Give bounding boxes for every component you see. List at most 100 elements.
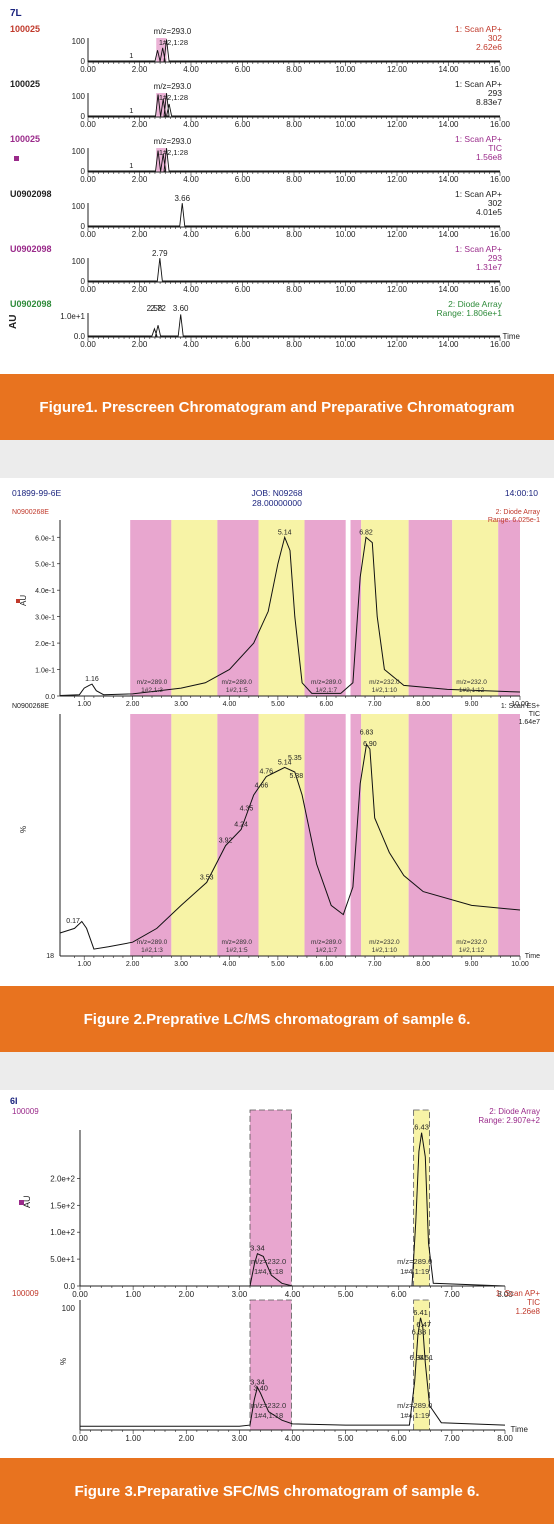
legend-marker	[16, 599, 20, 603]
y-tick-label: 0	[81, 167, 86, 176]
fraction-id: 1#2,1:12	[459, 947, 485, 954]
x-tick-label: 2.00	[126, 961, 140, 968]
fraction-band	[258, 520, 305, 696]
y-axis-label: AU	[8, 315, 19, 329]
x-tick-label: 4.00	[183, 120, 199, 129]
x-tick-label: 9.00	[465, 961, 479, 968]
x-tick-label: 14.00	[438, 120, 459, 129]
peak-label: 0.17	[66, 918, 80, 925]
x-tick-label: 7.00	[368, 701, 382, 708]
x-tick-label: 12.00	[387, 120, 408, 129]
trace-info: 4.01e5	[476, 207, 502, 217]
peak-label: 6.34	[410, 1353, 425, 1362]
x-tick-label: 8.00	[286, 230, 302, 239]
y-tick-label: 2.0e-1	[35, 641, 55, 648]
fraction-mz: m/z=232.0	[369, 939, 400, 946]
fraction-id: 1#2,1:10	[372, 687, 398, 694]
peak-label: 5.14	[278, 529, 292, 536]
x-tick-label: 4.00	[285, 1434, 301, 1443]
fraction-index: 1	[129, 161, 133, 170]
x-tick-label: 2.00	[178, 1290, 194, 1299]
x-tick-label: 4.00	[183, 340, 199, 349]
x-tick-label: 8.00	[497, 1290, 513, 1299]
sample-id: 100025	[10, 79, 40, 89]
peak-label: 3.66	[174, 194, 190, 203]
peak-label: 2.58	[147, 304, 163, 313]
y-tick-label: 1.0e-1	[35, 668, 55, 675]
trace-info: 1.56e8	[476, 152, 502, 162]
y-tick-label: 3.0e-1	[35, 615, 55, 622]
y-tick-label: 0.0	[74, 332, 86, 341]
trace-info: 1: Scan AP+	[455, 244, 502, 254]
peak-label: 4.76	[259, 769, 273, 776]
x-tick-label: 12.00	[387, 340, 408, 349]
trace-line	[88, 39, 500, 62]
fraction-mz: m/z=289.0	[137, 939, 168, 946]
fraction-annotation: 1#2,1:28	[159, 93, 188, 102]
chromatogram-line	[80, 1317, 506, 1427]
fraction-index: 1	[129, 106, 133, 115]
fraction-highlight	[156, 38, 167, 62]
fraction-mz: m/z=289.0	[221, 939, 252, 946]
sample-id: N0900268E	[12, 703, 49, 710]
x-tick-label: 14.00	[438, 175, 459, 184]
x-tick-label: 7.00	[444, 1290, 460, 1299]
fraction-band	[130, 520, 172, 696]
x-tick-label: 1.00	[77, 701, 91, 708]
x-tick-label: 2.00	[132, 230, 148, 239]
trace-info: 1: Scan AP+	[455, 189, 502, 199]
fraction-band	[130, 714, 172, 956]
peak-label: 3.34	[250, 1244, 265, 1253]
x-tick-label: 16.00	[490, 175, 511, 184]
x-tick-label: 10.00	[511, 961, 529, 968]
chromatogram-line	[80, 1132, 506, 1287]
trace-info: 302	[488, 33, 502, 43]
x-tick-label: 1.00	[77, 961, 91, 968]
x-tick-label: 14.00	[438, 285, 459, 294]
x-tick-label: 4.00	[183, 65, 199, 74]
sample-id: 100009	[12, 1289, 39, 1298]
fraction-band	[171, 714, 218, 956]
fraction-band	[350, 714, 362, 956]
fraction-highlight	[156, 148, 167, 172]
fraction-id: 1#2,1:10	[372, 947, 398, 954]
y-tick-label: 5.0e+1	[50, 1255, 75, 1264]
y-tick-label: 0.0	[45, 694, 55, 701]
fraction-band	[408, 714, 453, 956]
x-tick-label: 6.00	[235, 230, 251, 239]
fraction-mz: m/z=289.0	[221, 679, 252, 686]
fraction-id: 1#4,1:18	[254, 1411, 283, 1420]
fraction-mz: m/z=289.0	[397, 1257, 432, 1266]
trace-info: 2: Diode Array	[489, 1107, 540, 1116]
fraction-id: 1#2,1:7	[315, 947, 337, 954]
y-tick-label: 5.0e-1	[35, 562, 55, 569]
x-tick-label: 0.00	[72, 1434, 88, 1443]
x-tick-label: 16.00	[490, 340, 511, 349]
fraction-band	[217, 520, 259, 696]
x-tick-label: 5.00	[271, 961, 285, 968]
y-tick-label: 1.0e+2	[50, 1228, 75, 1237]
trace-info: 1: Scan AP+	[455, 79, 502, 89]
x-tick-label: 5.00	[271, 701, 285, 708]
x-axis-title: Time	[511, 1425, 529, 1434]
x-tick-label: 8.00	[286, 175, 302, 184]
fraction-mz: m/z=232.0	[369, 679, 400, 686]
x-tick-label: 16.00	[490, 120, 511, 129]
fraction-band	[304, 520, 346, 696]
sample-id: 100025	[10, 134, 40, 144]
x-tick-label: 16.00	[490, 65, 511, 74]
trace-info: 1: Scan ES+	[501, 703, 540, 710]
x-tick-label: 6.00	[235, 175, 251, 184]
trace-info: 302	[488, 198, 502, 208]
x-tick-label: 3.00	[232, 1434, 248, 1443]
x-tick-label: 4.00	[223, 961, 237, 968]
x-tick-label: 0.00	[80, 230, 96, 239]
fraction-band	[171, 520, 218, 696]
x-tick-label: 5.00	[338, 1434, 354, 1443]
sample-id: U0902098	[10, 244, 52, 254]
x-tick-label: 1.00	[125, 1434, 141, 1443]
x-tick-label: 6.00	[320, 701, 334, 708]
figure1-panel: 7L 100025 1: Scan AP+ 302 2.62e6 m/z=293.0 1#2…	[0, 0, 554, 374]
